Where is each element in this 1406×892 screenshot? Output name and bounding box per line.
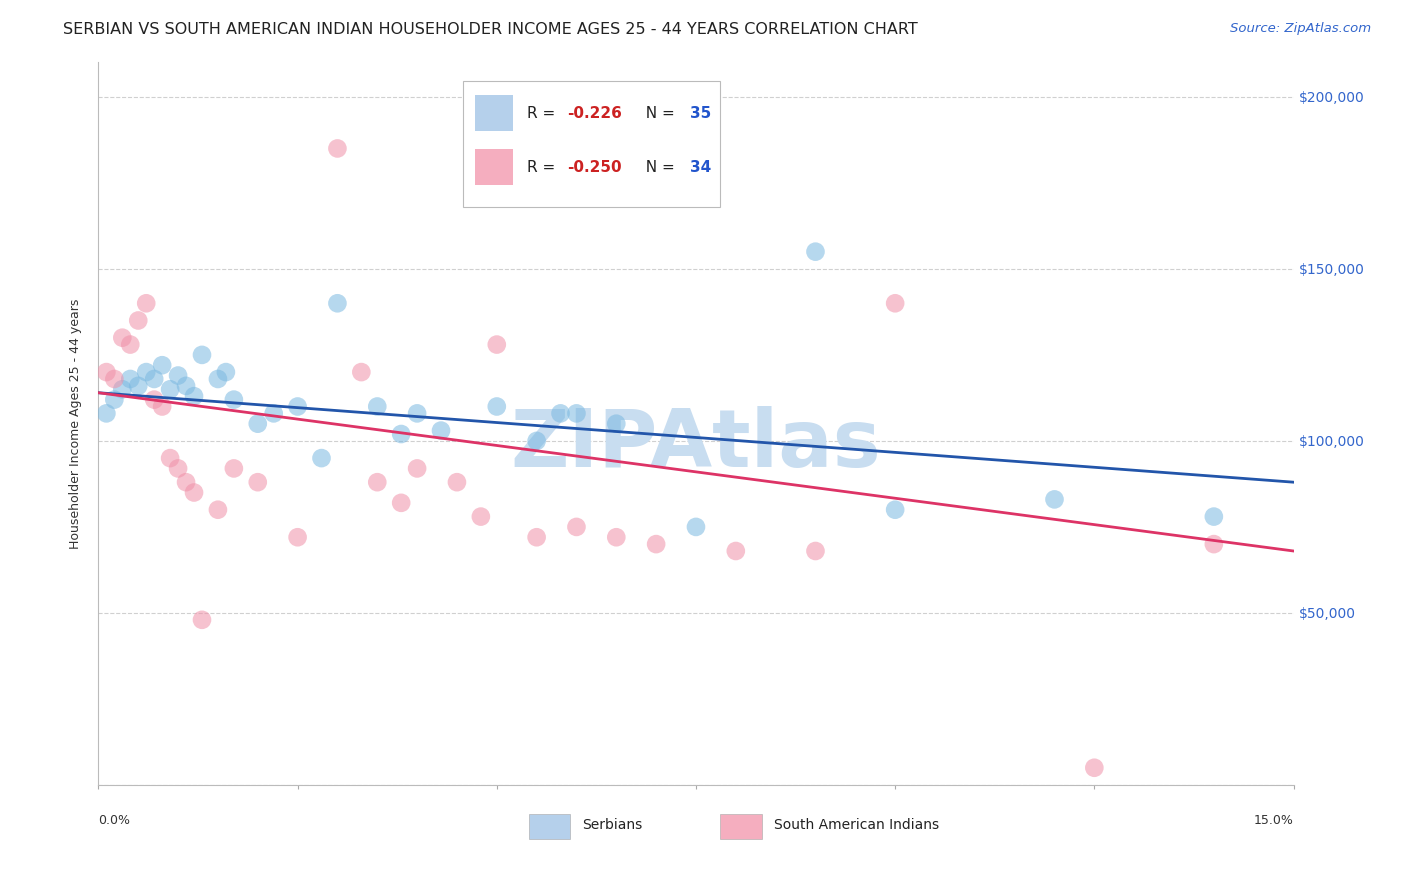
Point (246, 475, 269, 490)
Point (287, 530, 309, 544)
FancyBboxPatch shape (529, 814, 571, 839)
Text: ZIPAtlas: ZIPAtlas (510, 407, 882, 484)
Point (103, 372, 125, 386)
Point (326, 141, 349, 155)
Point (565, 520, 588, 534)
Point (485, 337, 508, 351)
Text: 35: 35 (690, 105, 711, 120)
Point (215, 365, 238, 379)
Point (311, 451, 333, 466)
Point (183, 485, 205, 500)
Point (246, 417, 269, 431)
Point (804, 244, 827, 259)
Point (605, 530, 627, 544)
Point (111, 382, 134, 396)
Point (350, 365, 373, 379)
Point (1202, 537, 1225, 551)
Point (222, 461, 245, 475)
Point (804, 544, 827, 558)
Point (143, 392, 166, 407)
Point (159, 382, 181, 396)
Text: South American Indians: South American Indians (773, 818, 939, 831)
Point (884, 502, 907, 516)
Point (167, 368, 190, 383)
Text: 15.0%: 15.0% (1254, 814, 1294, 827)
Point (430, 424, 453, 438)
Point (191, 348, 214, 362)
Point (150, 358, 173, 372)
Text: Source: ZipAtlas.com: Source: ZipAtlas.com (1230, 22, 1371, 36)
Point (135, 365, 157, 379)
Point (406, 461, 429, 475)
Point (470, 509, 492, 524)
Point (143, 372, 166, 386)
Point (366, 475, 388, 490)
Point (1202, 509, 1225, 524)
Point (287, 400, 309, 414)
Point (207, 502, 229, 516)
Point (96, 406, 118, 420)
Text: N =: N = (637, 160, 681, 175)
Point (96, 365, 118, 379)
Point (724, 544, 747, 558)
Point (685, 520, 707, 534)
Point (1043, 492, 1066, 507)
Point (526, 434, 548, 448)
Point (120, 372, 142, 386)
Point (884, 296, 907, 310)
Point (326, 296, 349, 310)
Point (526, 530, 548, 544)
Point (159, 451, 181, 466)
Text: 0.0%: 0.0% (98, 814, 131, 827)
Point (222, 392, 245, 407)
Point (183, 389, 205, 403)
Point (174, 379, 197, 393)
FancyBboxPatch shape (463, 80, 720, 207)
Text: 34: 34 (690, 160, 711, 175)
Point (207, 372, 229, 386)
Point (174, 475, 197, 490)
Text: Serbians: Serbians (582, 818, 643, 831)
FancyBboxPatch shape (475, 95, 513, 131)
Point (191, 613, 214, 627)
Point (135, 296, 157, 310)
Point (103, 392, 125, 407)
Point (645, 537, 668, 551)
Point (550, 406, 572, 420)
Point (406, 406, 429, 420)
FancyBboxPatch shape (720, 814, 762, 839)
Point (389, 496, 412, 510)
Text: R =: R = (527, 160, 561, 175)
Text: -0.226: -0.226 (567, 105, 621, 120)
Point (127, 313, 149, 327)
Text: -0.250: -0.250 (567, 160, 621, 175)
FancyBboxPatch shape (475, 149, 513, 186)
Point (150, 400, 173, 414)
Point (565, 406, 588, 420)
Point (366, 400, 388, 414)
Point (111, 331, 134, 345)
Point (1083, 761, 1105, 775)
Point (127, 379, 149, 393)
Point (263, 406, 285, 420)
Point (120, 337, 142, 351)
Point (485, 400, 508, 414)
Point (605, 417, 627, 431)
Text: N =: N = (637, 105, 681, 120)
Y-axis label: Householder Income Ages 25 - 44 years: Householder Income Ages 25 - 44 years (69, 299, 83, 549)
Point (389, 427, 412, 442)
Text: R =: R = (527, 105, 561, 120)
Text: SERBIAN VS SOUTH AMERICAN INDIAN HOUSEHOLDER INCOME AGES 25 - 44 YEARS CORRELATI: SERBIAN VS SOUTH AMERICAN INDIAN HOUSEHO… (63, 22, 918, 37)
Point (446, 475, 468, 490)
Point (167, 461, 190, 475)
